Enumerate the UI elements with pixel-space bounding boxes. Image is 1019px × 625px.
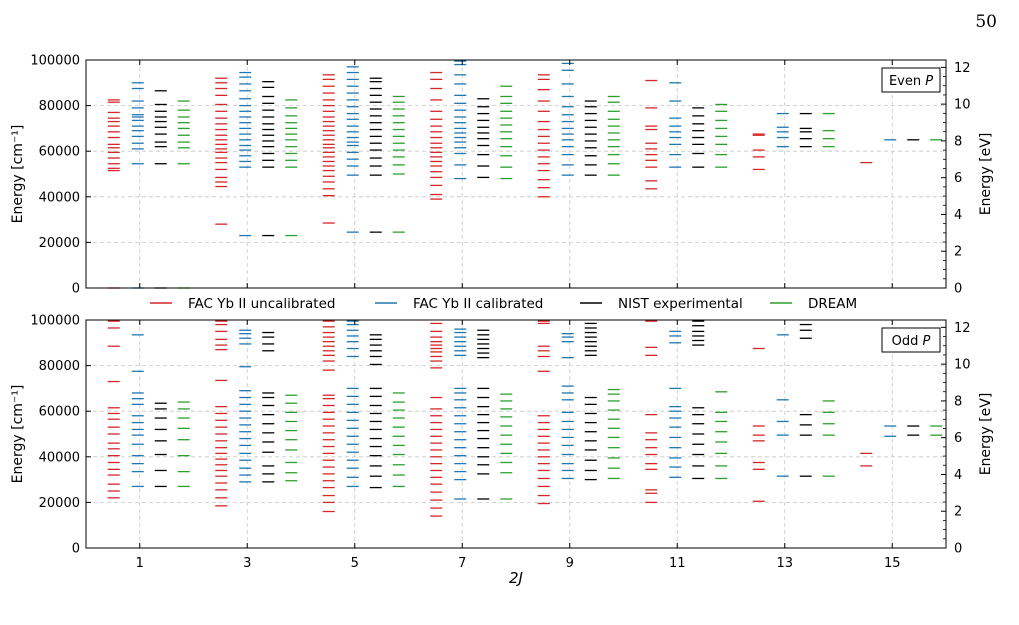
p0-ytick-label-3: 60000 xyxy=(39,145,80,160)
even-parity-panel: 0 20000 40000 60000 80000 100000 0 2 4 6 8 10 12 Ener… xyxy=(10,54,994,297)
x-axis-label: 2J xyxy=(509,569,523,587)
p1-y2tick-label-1: 2 xyxy=(954,505,962,520)
p1-y2tick-label-4: 8 xyxy=(954,394,962,409)
p1-y2tick-label-6: 12 xyxy=(954,321,971,336)
p1-parity-box xyxy=(881,327,941,353)
p0-series-3 xyxy=(177,85,943,289)
p1-series-3 xyxy=(177,388,943,500)
legend-label-3: DREAM xyxy=(808,296,857,312)
legend-label-1: FAC Yb II calibrated xyxy=(413,296,543,312)
p0-y2tick-label-3: 6 xyxy=(954,171,962,186)
p0-y2tick-label-5: 10 xyxy=(954,98,971,113)
xtick-label-7: 15 xyxy=(884,556,901,571)
p1-ytick-label-0: 0 xyxy=(72,542,80,557)
p1-ytick-label-1: 20000 xyxy=(39,496,80,511)
p0-parity-box xyxy=(881,67,941,93)
p1-y2tick-label-2: 4 xyxy=(954,468,962,483)
p1-ytick-label-3: 60000 xyxy=(39,405,80,420)
p1-series-1 xyxy=(131,320,897,500)
p0-y2tick-label-0: 0 xyxy=(954,282,962,297)
xtick-label-3: 7 xyxy=(458,556,466,571)
p1-ylabel-right: Energy [eV] xyxy=(978,393,994,476)
p1-axes-frame xyxy=(85,319,947,549)
p0-series-0 xyxy=(107,71,873,289)
p0-ytick-label-1: 20000 xyxy=(39,236,80,251)
p0-y2tick-label-1: 2 xyxy=(954,245,962,260)
p0-parity-label: Even P xyxy=(889,74,933,89)
p1-y2tick-label-5: 10 xyxy=(954,358,971,373)
p0-y2tick-label-4: 8 xyxy=(954,134,962,149)
xtick-label-0: 1 xyxy=(136,556,144,571)
p1-ytick-label-5: 100000 xyxy=(30,314,80,329)
p0-y2tick-label-2: 4 xyxy=(954,208,962,223)
p0-ytick-label-2: 40000 xyxy=(39,190,80,205)
p1-ytick-label-2: 40000 xyxy=(39,450,80,465)
odd-parity-panel: 1 3 5 7 9 11 13 1502000040000600008000010000002… xyxy=(10,314,994,572)
p0-ylabel: Energy [cm⁻¹] xyxy=(10,125,26,224)
p0-ytick-label-4: 80000 xyxy=(39,99,80,114)
p0-axes-frame xyxy=(85,59,947,289)
p1-ytick-label-4: 80000 xyxy=(39,359,80,374)
legend-label-2: NIST experimental xyxy=(618,296,743,312)
p0-series-1 xyxy=(131,60,897,289)
p0-ylabel-right: Energy [eV] xyxy=(978,133,994,216)
xtick-label-5: 11 xyxy=(669,556,686,571)
p0-ytick-label-0: 0 xyxy=(72,282,80,297)
p1-parity-label: Odd P xyxy=(892,334,931,349)
legend: FAC Yb II uncalibrated FAC Yb II calibrat… xyxy=(150,296,857,312)
p1-series-2 xyxy=(154,320,920,500)
xtick-label-2: 5 xyxy=(351,556,359,571)
p0-series-2 xyxy=(154,77,920,289)
p0-y2tick-label-6: 12 xyxy=(954,61,971,76)
legend-label-0: FAC Yb II uncalibrated xyxy=(188,296,335,312)
p0-ytick-label-5: 100000 xyxy=(30,54,80,69)
p1-y2tick-label-0: 0 xyxy=(954,542,962,557)
xtick-label-4: 9 xyxy=(566,556,574,571)
p1-y2tick-label-3: 6 xyxy=(954,431,962,446)
page-number: 50 xyxy=(975,12,997,32)
xtick-label-6: 13 xyxy=(776,556,793,571)
xtick-label-1: 3 xyxy=(243,556,251,571)
p1-ylabel: Energy [cm⁻¹] xyxy=(10,385,26,484)
p1-series-0 xyxy=(107,320,873,517)
